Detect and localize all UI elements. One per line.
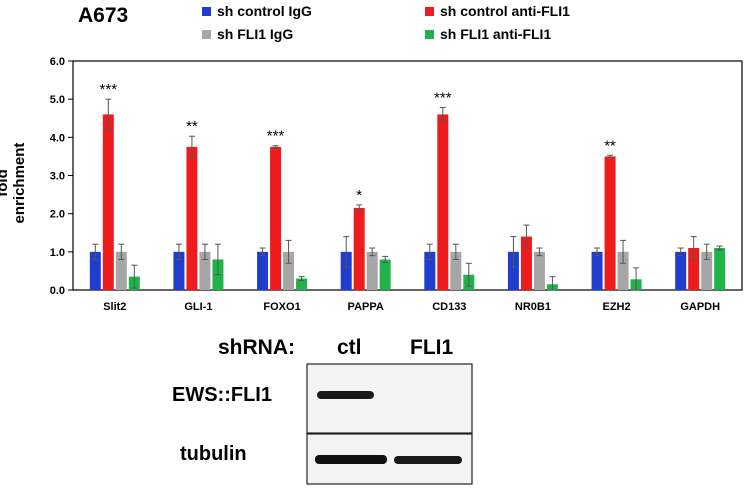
blot-row-tubulin: tubulin bbox=[180, 443, 247, 465]
bar bbox=[591, 251, 603, 290]
x-tick-label: FOXO1 bbox=[263, 301, 300, 313]
legend-label: sh FLI1 IgG bbox=[217, 26, 294, 42]
bar bbox=[296, 278, 308, 290]
bar bbox=[379, 259, 391, 290]
bar bbox=[450, 251, 462, 290]
bar bbox=[507, 251, 519, 290]
bar bbox=[257, 251, 269, 290]
significance-label: ** bbox=[186, 118, 198, 135]
y-tick-label: 2.0 bbox=[50, 209, 65, 221]
significance-label: *** bbox=[267, 128, 285, 145]
x-tick-label: EZH2 bbox=[603, 301, 631, 313]
legend-label: sh FLI1 anti-FLI1 bbox=[440, 26, 552, 42]
bar bbox=[173, 251, 185, 290]
bar bbox=[424, 251, 436, 290]
panel-label: A673 bbox=[78, 4, 129, 27]
legend-swatch bbox=[202, 29, 211, 39]
legend-item-sh-control-anti-fli1: sh control anti-FLI1 bbox=[425, 3, 570, 19]
bar bbox=[714, 248, 726, 290]
bar bbox=[437, 114, 449, 290]
bar bbox=[340, 251, 352, 290]
x-tick-label: PAPPA bbox=[348, 301, 384, 313]
bar bbox=[115, 251, 127, 290]
bar bbox=[353, 207, 365, 290]
bar bbox=[617, 251, 629, 290]
significance-label: * bbox=[356, 187, 362, 204]
blot-row-ews-fli1: EWS::FLI1 bbox=[172, 384, 272, 406]
blot-band bbox=[315, 455, 387, 464]
bar bbox=[283, 251, 295, 290]
legend-label: sh control IgG bbox=[217, 3, 312, 19]
legend-item-sh-control-igg: sh control IgG bbox=[202, 3, 312, 19]
blot-band bbox=[394, 456, 462, 464]
bar bbox=[186, 146, 198, 290]
legend-label: sh control anti-FLI1 bbox=[440, 3, 570, 19]
bar bbox=[366, 251, 378, 290]
significance-label: *** bbox=[434, 90, 452, 107]
bar bbox=[199, 251, 211, 290]
plot-frame bbox=[72, 60, 743, 291]
x-tick-label: GLI-1 bbox=[184, 301, 212, 313]
blot-column-ctl: ctl bbox=[337, 336, 362, 359]
bar bbox=[520, 236, 532, 290]
y-tick-label: 3.0 bbox=[50, 171, 65, 183]
legend-item-sh-fli1-igg: sh FLI1 IgG bbox=[202, 26, 293, 42]
significance-label: ** bbox=[604, 137, 616, 154]
bar bbox=[102, 114, 114, 290]
blot-header: shRNA: bbox=[218, 336, 295, 359]
significance-label: *** bbox=[100, 81, 118, 98]
legend-item-sh-fli1-anti-fli1: sh FLI1 anti-FLI1 bbox=[425, 26, 551, 42]
x-tick-label: NR0B1 bbox=[515, 301, 551, 313]
blot-column-fli1: FLI1 bbox=[410, 336, 454, 359]
legend-swatch bbox=[425, 29, 434, 39]
bar bbox=[675, 251, 687, 290]
blot-band bbox=[317, 391, 374, 399]
x-tick-label: GAPDH bbox=[680, 301, 720, 313]
legend-swatch bbox=[202, 6, 211, 16]
bar bbox=[604, 156, 616, 290]
x-tick-label: Slit2 bbox=[103, 301, 126, 313]
y-tick-label: 0.0 bbox=[50, 285, 65, 297]
x-tick-label: CD133 bbox=[432, 301, 466, 313]
bar bbox=[270, 146, 282, 290]
bar bbox=[701, 251, 713, 290]
legend-swatch bbox=[425, 6, 434, 16]
bar bbox=[89, 251, 101, 290]
bar bbox=[688, 248, 700, 290]
y-tick-label: 5.0 bbox=[50, 94, 65, 106]
y-tick-label: 4.0 bbox=[50, 132, 65, 144]
y-tick-label: 6.0 bbox=[50, 56, 65, 68]
bar bbox=[533, 251, 545, 290]
y-tick-label: 1.0 bbox=[50, 247, 65, 259]
